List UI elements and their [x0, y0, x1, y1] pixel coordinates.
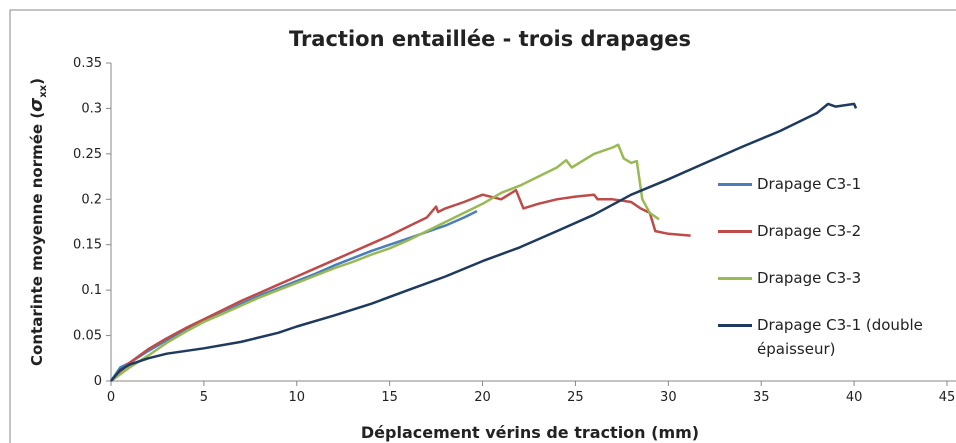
y-tick-label: 0 [94, 374, 102, 389]
legend-label: Drapage C3-3 [757, 269, 862, 287]
y-tick-label: 0.05 [73, 329, 102, 344]
legend-swatch [718, 324, 752, 327]
legend: Drapage C3-1 Drapage C3-2 Drapage C3-3 Drap… [716, 172, 956, 360]
x-axis-label: Déplacement vérins de traction (mm) [361, 423, 699, 442]
x-tick-label: 40 [846, 390, 863, 405]
x-tick-label: 45 [939, 390, 956, 405]
x-tick-label: 0 [107, 390, 115, 405]
legend-item: Drapage C3-1 (double épaisseur) [716, 313, 956, 360]
y-label-part: ) [28, 78, 46, 85]
legend-item: Drapage C3-2 [716, 219, 956, 266]
series-line [110, 188, 691, 382]
x-tick-label: 5 [200, 390, 208, 405]
series-line [109, 209, 478, 382]
legend-swatch [718, 230, 752, 233]
y-label-symbol: σ [26, 97, 47, 112]
series-line [110, 143, 660, 383]
frame [9, 9, 956, 443]
chart-title: Traction entaillée - trois drapages [289, 27, 691, 51]
x-tick-label: 30 [660, 390, 677, 405]
x-tick-label: 20 [474, 390, 491, 405]
x-tick-label: 25 [567, 390, 584, 405]
legend-swatch [718, 183, 752, 186]
y-tick-label: 0.15 [73, 238, 102, 253]
y-tick-label: 0.2 [81, 192, 102, 207]
legend-label: Drapage C3-1 [757, 175, 862, 193]
legend-item: Drapage C3-3 [716, 266, 956, 313]
legend-swatch [718, 277, 752, 280]
y-tick-label: 0.3 [81, 101, 102, 116]
y-axis-label: Contarinte moyenne normée (σxx) [26, 78, 49, 366]
legend-label: Drapage C3-1 (double épaisseur) [757, 316, 923, 358]
y-tick-label: 0.1 [81, 283, 102, 298]
legend-label: Drapage C3-2 [757, 222, 862, 240]
x-tick-label: 15 [381, 390, 398, 405]
y-tick-label: 0.35 [73, 56, 102, 71]
y-tick-label: 0.25 [73, 147, 102, 162]
series-line [110, 102, 858, 382]
y-label-subscript: xx [38, 84, 49, 97]
x-tick-label: 35 [753, 390, 770, 405]
x-tick-label: 10 [289, 390, 306, 405]
legend-item: Drapage C3-1 [716, 172, 956, 219]
y-label-part: Contarinte moyenne normée ( [28, 112, 46, 366]
